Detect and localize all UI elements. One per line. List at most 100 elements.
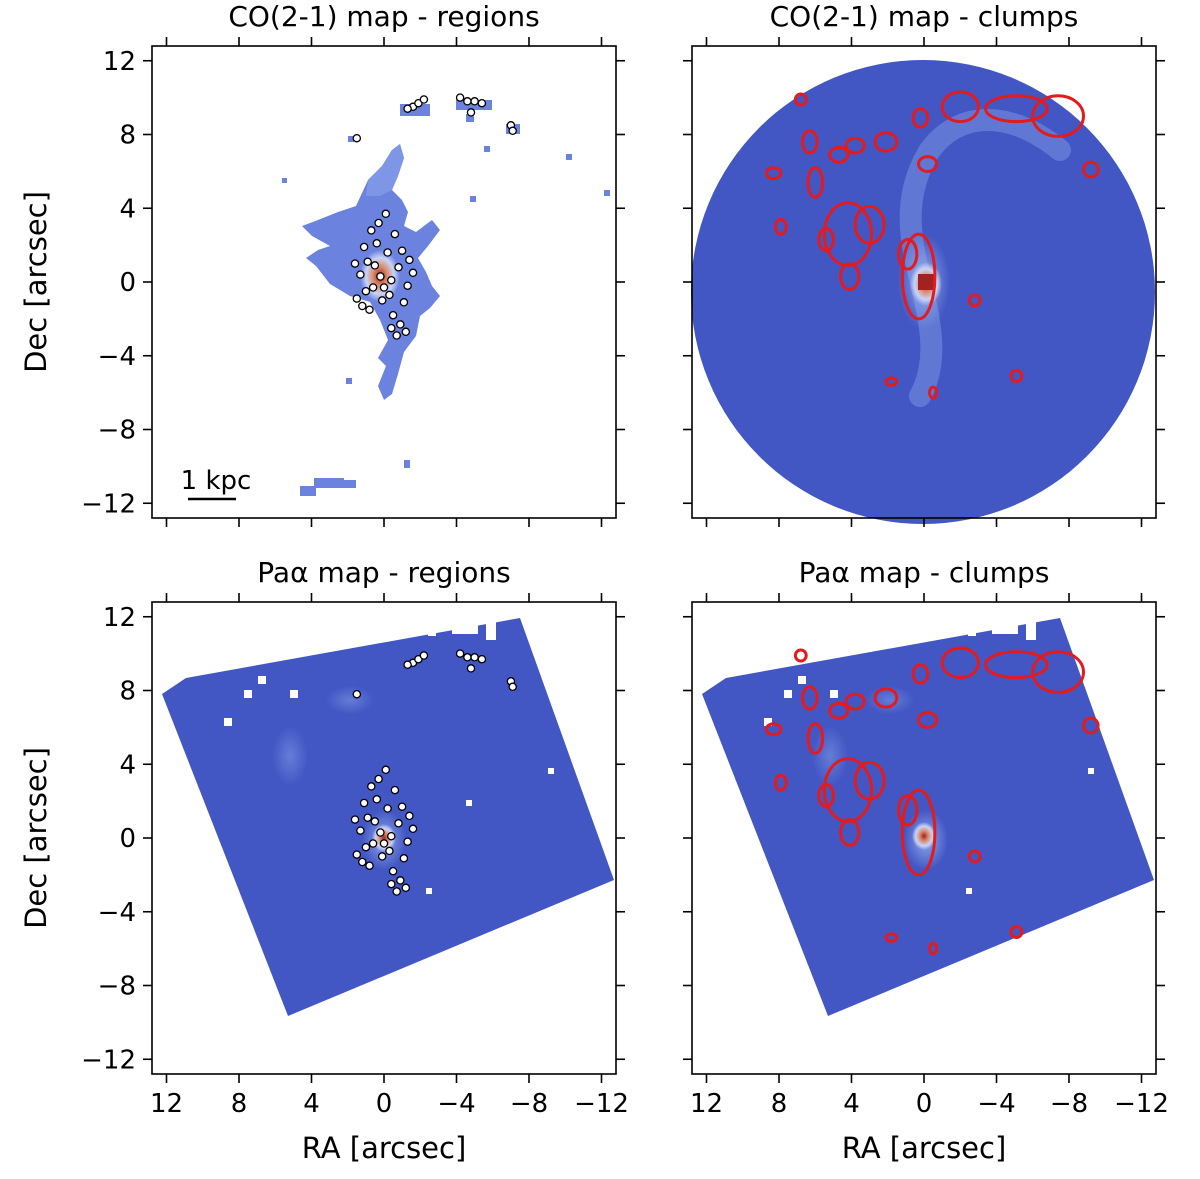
- y-tick-label: −8: [98, 972, 136, 1002]
- clump-contour: [873, 131, 899, 153]
- y-axis-label: Dec [arcsec]: [19, 747, 53, 929]
- region-marker: [403, 660, 412, 669]
- region-marker: [374, 218, 383, 228]
- region-marker: [394, 263, 403, 272]
- clump-contour: [911, 107, 930, 129]
- clump-contour: [897, 238, 919, 271]
- region-marker: [377, 852, 387, 861]
- region-marker: [463, 653, 472, 662]
- clump-contour: [844, 692, 866, 711]
- clump-contour: [900, 788, 937, 877]
- clump-contour: [984, 650, 1049, 680]
- region-marker: [367, 782, 376, 791]
- region-marker: [397, 802, 407, 811]
- region-marker: [403, 837, 412, 846]
- y-tick-label: 0: [119, 268, 136, 298]
- region-marker: [396, 876, 405, 885]
- x-tick-label: −8: [1050, 1089, 1088, 1119]
- region-marker: [379, 283, 389, 292]
- clump-contour: [801, 685, 819, 711]
- region-marker: [477, 654, 487, 664]
- scale-bar-label: 1 kpc: [181, 466, 252, 496]
- region-marker: [381, 209, 391, 219]
- clump-contour: [940, 646, 980, 680]
- x-tick-label: 4: [843, 1089, 860, 1119]
- region-marker: [367, 226, 376, 235]
- region-marker: [477, 98, 487, 108]
- clump-contours: [764, 646, 1100, 956]
- x-tick-label: 0: [376, 1089, 393, 1119]
- region-marker: [381, 765, 391, 775]
- clump-contour: [917, 711, 939, 729]
- region-marker: [374, 774, 383, 784]
- region-marker: [455, 649, 465, 658]
- region-marker: [403, 281, 412, 290]
- region-marker: [372, 239, 382, 248]
- clump-contour: [801, 129, 819, 155]
- region-marker: [405, 255, 414, 265]
- y-tick-label: 0: [119, 824, 136, 854]
- region-marker: [379, 839, 389, 848]
- region-marker: [350, 815, 360, 824]
- emission-map: [691, 60, 1155, 524]
- region-marker: [399, 298, 409, 307]
- paa-glow-west: [272, 726, 308, 786]
- clump-contour: [839, 818, 861, 847]
- x-axis-label: RA [arcsec]: [842, 1131, 1007, 1165]
- clump-contour: [900, 232, 937, 321]
- clump-contour: [884, 376, 899, 387]
- panel-paa-clumps: Paα map - clumps 12 8 4 0 −4: [683, 556, 1169, 1165]
- y-tick-label: −4: [98, 342, 136, 372]
- clump-contour: [911, 663, 930, 685]
- emission-map: [282, 100, 610, 496]
- x-axis-label: RA [arcsec]: [302, 1131, 467, 1165]
- region-marker: [388, 310, 398, 320]
- region-marker: [396, 320, 405, 329]
- region-marker: [388, 866, 398, 876]
- y-tick-label: −12: [81, 489, 136, 519]
- clump-contour: [806, 722, 825, 755]
- x-tick-label: 8: [231, 1089, 248, 1119]
- y-tick-label: −12: [81, 1045, 136, 1075]
- region-marker: [361, 842, 371, 852]
- clump-contour: [1009, 369, 1024, 383]
- emission-map: [162, 610, 614, 1016]
- x-tick-label: 12: [690, 1089, 723, 1119]
- region-marker: [419, 95, 429, 104]
- region-marker: [508, 126, 517, 136]
- region-marker: [352, 850, 362, 859]
- region-marker: [401, 883, 411, 893]
- emission-map: [702, 610, 1154, 1016]
- clump-contour: [839, 262, 861, 291]
- region-marker: [394, 819, 403, 828]
- clump-contour: [1082, 716, 1100, 735]
- masked-pixels: [224, 610, 554, 894]
- region-marker: [358, 857, 367, 867]
- clump-contour: [817, 783, 835, 809]
- clump-contour: [1031, 650, 1085, 694]
- clump-contour: [984, 94, 1049, 124]
- x-tick-label: 8: [771, 1089, 788, 1119]
- panel-title: CO(2-1) map - regions: [228, 0, 539, 33]
- region-marker: [392, 331, 401, 340]
- clump-contour: [967, 849, 982, 864]
- x-tick-label: 12: [150, 1089, 183, 1119]
- clump-contour: [773, 217, 788, 236]
- region-markers: [350, 93, 517, 340]
- x-tick-label: 4: [303, 1089, 320, 1119]
- y-tick-label: 4: [119, 750, 136, 780]
- clump-contour: [928, 941, 939, 956]
- y-tick-label: 8: [119, 121, 136, 151]
- panel-co-regions: CO(2-1) map - regions: [19, 0, 625, 527]
- region-marker: [508, 682, 517, 692]
- y-tick-label: 12: [103, 47, 136, 77]
- region-marker: [358, 301, 367, 311]
- clump-contour: [1009, 925, 1024, 939]
- region-marker: [470, 653, 479, 662]
- clump-contour: [793, 92, 808, 107]
- panel-title: Paα map - clumps: [799, 556, 1050, 589]
- scale-bar: 1 kpc: [181, 466, 252, 501]
- region-marker: [377, 296, 387, 305]
- clump-contour: [817, 227, 835, 253]
- region-marker: [359, 798, 369, 808]
